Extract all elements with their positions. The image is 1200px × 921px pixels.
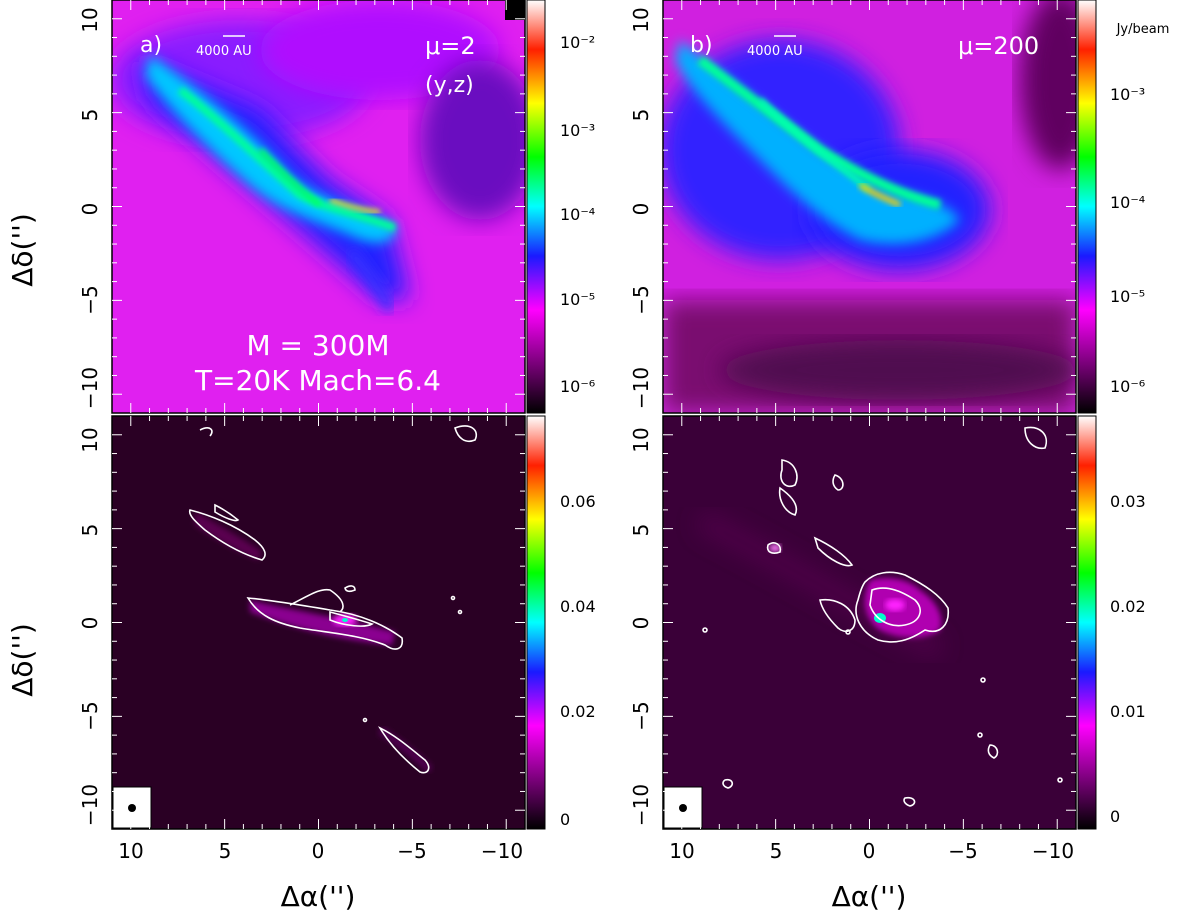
colorbar-labels-bottom-left: 0.06 0.04 0.02 0 <box>560 492 596 829</box>
xtick-l-3: −5 <box>397 839 426 863</box>
ytick-tr-2: 0 <box>629 203 653 216</box>
ytick-br-1: 5 <box>629 524 653 537</box>
ytick-tr-0: 10 <box>629 7 653 32</box>
image-top-right <box>663 0 1076 413</box>
ytick-bl-4: −10 <box>78 784 102 826</box>
x-axis-title-left: Δα('') <box>281 880 356 913</box>
cbar-tr-label-2: 10⁻⁵ <box>1110 287 1145 306</box>
panel-bottom-right <box>662 415 1077 830</box>
xtick-r-0: 10 <box>669 839 694 863</box>
ytick-bl-1: 5 <box>78 524 102 537</box>
colorbar-unit: Jy/beam <box>1116 22 1170 37</box>
xtick-l-2: 0 <box>312 839 325 863</box>
xtick-r-1: 5 <box>770 839 783 863</box>
ytick-tl-0: 10 <box>78 7 102 32</box>
x-axis-title-right: Δα('') <box>832 880 907 913</box>
axis-ticks <box>112 0 1076 829</box>
cbar-br-label-2: 0.01 <box>1110 702 1146 721</box>
ytick-bl-2: 0 <box>78 617 102 630</box>
cbar-tl-label-4: 10⁻⁶ <box>560 377 595 396</box>
projection-label-a: (y,z) <box>425 73 474 98</box>
ytick-bl-0: 10 <box>78 427 102 452</box>
ytick-br-3: −5 <box>629 701 653 730</box>
xtick-l-4: −10 <box>481 839 523 863</box>
image-bottom-right <box>663 416 1076 829</box>
scalebar-label-b: 4000 AU <box>747 44 803 59</box>
xtick-r-4: −10 <box>1032 839 1074 863</box>
y-axis-title-top: Δδ('') <box>6 213 39 287</box>
cbar-bl-label-2: 0.02 <box>560 702 596 721</box>
beam-ellipse-right <box>679 804 687 812</box>
panel-label-a: a) <box>140 33 162 58</box>
cbar-tr-label-0: 10⁻³ <box>1110 85 1145 104</box>
ytick-tr-4: −10 <box>629 367 653 409</box>
xtick-r-3: −5 <box>948 839 977 863</box>
ytick-br-2: 0 <box>629 617 653 630</box>
image-bottom-left <box>112 416 525 829</box>
ytick-tl-2: 0 <box>78 203 102 216</box>
panel-top-left <box>111 0 526 414</box>
x-tick-labels-left: 10 5 0 −5 −10 <box>118 839 523 863</box>
panel-bottom-left <box>111 415 526 830</box>
colorbar-labels-top-right: 10⁻³ 10⁻⁴ 10⁻⁵ 10⁻⁶ <box>1110 85 1145 396</box>
cbar-br-label-3: 0 <box>1110 807 1120 826</box>
y-tick-labels-top-right: 10 5 0 −5 −10 <box>629 7 653 409</box>
ytick-br-0: 10 <box>629 427 653 452</box>
caption-mass: M = 300M <box>246 329 389 362</box>
cbar-tl-label-0: 10⁻² <box>560 33 595 52</box>
cbar-tr-label-1: 10⁻⁴ <box>1110 193 1145 212</box>
y-tick-labels-bottom-right: 10 5 0 −5 −10 <box>629 427 653 826</box>
mu-label-a: μ=2 <box>425 32 476 60</box>
ytick-tl-3: −5 <box>78 285 102 314</box>
ytick-bl-3: −5 <box>78 701 102 730</box>
scalebar-label-a: 4000 AU <box>196 44 252 59</box>
contours-bottom-left <box>188 425 477 774</box>
ytick-tr-3: −5 <box>629 285 653 314</box>
panel-label-b: b) <box>690 33 713 58</box>
colorbar-labels-bottom-right: 0.03 0.02 0.01 0 <box>1110 492 1146 826</box>
cbar-tl-label-2: 10⁻⁴ <box>560 205 595 224</box>
x-tick-labels-right: 10 5 0 −5 −10 <box>669 839 1074 863</box>
y-axis-title-bottom: Δδ('') <box>6 623 39 697</box>
panel-top-right <box>662 0 1077 414</box>
colorbar-bottom-right <box>1077 415 1097 830</box>
xtick-r-2: 0 <box>863 839 876 863</box>
y-tick-labels-bottom-left: 10 5 0 −5 −10 <box>78 427 102 826</box>
y-tick-labels-top-left: 10 5 0 −5 −10 <box>78 7 102 409</box>
cbar-tl-label-3: 10⁻⁵ <box>560 290 595 309</box>
ytick-tl-1: 5 <box>78 109 102 122</box>
cbar-bl-label-0: 0.06 <box>560 492 596 511</box>
xtick-l-0: 10 <box>118 839 143 863</box>
colorbar-top-right <box>1077 0 1097 414</box>
ytick-tl-4: −10 <box>78 367 102 409</box>
contours-bottom-right <box>702 426 1063 807</box>
cbar-tr-label-3: 10⁻⁶ <box>1110 377 1145 396</box>
cbar-bl-label-3: 0 <box>560 810 570 829</box>
ytick-tr-1: 5 <box>629 109 653 122</box>
cbar-tl-label-1: 10⁻³ <box>560 121 595 140</box>
colorbar-labels-top-left: 10⁻² 10⁻³ 10⁻⁴ 10⁻⁵ 10⁻⁶ <box>560 33 595 396</box>
colorbar-top-left <box>526 0 546 414</box>
cbar-br-label-0: 0.03 <box>1110 492 1146 511</box>
ytick-br-4: −10 <box>629 784 653 826</box>
mu-label-b: μ=200 <box>958 32 1039 60</box>
colorbar-bottom-left <box>526 415 546 830</box>
image-top-left <box>112 0 525 413</box>
caption-temp-mach: T=20K Mach=6.4 <box>194 364 441 397</box>
cbar-bl-label-1: 0.04 <box>560 597 596 616</box>
beam-ellipse-left <box>128 804 136 812</box>
cbar-br-label-1: 0.02 <box>1110 597 1146 616</box>
xtick-l-1: 5 <box>219 839 232 863</box>
